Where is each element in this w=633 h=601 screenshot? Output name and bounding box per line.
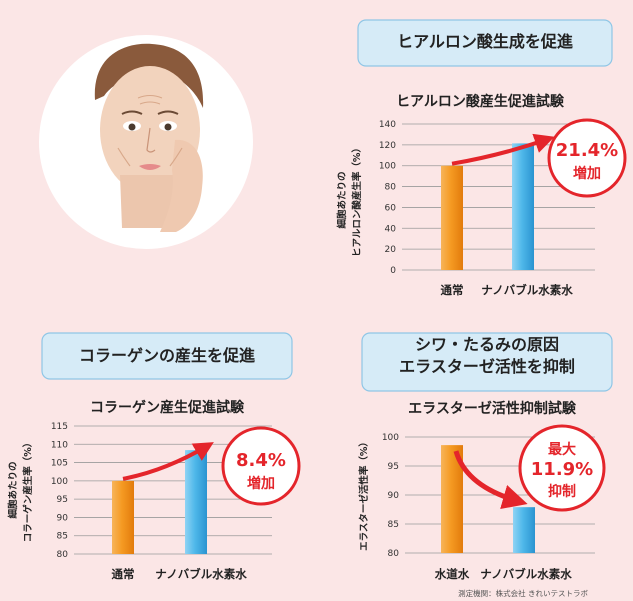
y-tick-label: 90 xyxy=(388,491,400,501)
y-tick-label: 115 xyxy=(51,422,68,432)
chart-hyaluronic: ヒアルロン酸産生促進試験 0 20 40 60 80 100 120 140 細胞あたりの ヒアルロ… xyxy=(336,93,595,297)
y-tick-label: 140 xyxy=(379,120,396,130)
increase-arrow xyxy=(451,133,555,166)
category-label: 通常 xyxy=(112,567,135,581)
svg-text:11.9%: 11.9% xyxy=(531,459,593,480)
header-line: シワ・たるみの原因 xyxy=(415,335,559,354)
y-tick-label: 80 xyxy=(57,550,69,560)
category-label: ナノバブル水素水 xyxy=(155,567,247,581)
header-top-right: ヒアルロン酸生成を促進 xyxy=(357,19,613,67)
y-axis-label: 細胞あたりの xyxy=(336,171,348,228)
y-tick-label: 95 xyxy=(57,495,68,505)
header-line: ヒアルロン酸生成を促進 xyxy=(397,32,573,51)
chart-title: コラーゲン産生促進試験 xyxy=(90,399,245,416)
chart-title: エラスターゼ活性抑制試験 xyxy=(408,400,577,417)
category-label: 水道水 xyxy=(435,567,470,581)
y-tick-label: 80 xyxy=(388,549,400,559)
y-axis-label: コラーゲン産生率（%） xyxy=(22,438,34,543)
chart-title: ヒアルロン酸産生促進試験 xyxy=(396,93,565,110)
y-tick-label: 100 xyxy=(382,433,399,443)
callout-hyaluronic: 21.4% 増加 xyxy=(547,118,627,198)
svg-text:最大: 最大 xyxy=(548,441,576,458)
svg-text:抑制: 抑制 xyxy=(548,483,576,500)
header-bottom-left: コラーゲンの産生を促進 xyxy=(41,332,293,380)
y-tick-label: 80 xyxy=(385,183,397,193)
y-tick-label: 95 xyxy=(388,462,399,472)
y-tick-label: 60 xyxy=(385,203,397,213)
svg-text:増加: 増加 xyxy=(247,475,275,492)
y-tick-label: 20 xyxy=(385,245,397,255)
category-label: ナノバブル水素水 xyxy=(480,567,572,581)
increase-arrow xyxy=(122,442,214,481)
category-label: 通常 xyxy=(441,283,464,297)
svg-text:増加: 増加 xyxy=(573,165,601,182)
bar xyxy=(112,480,134,554)
chart-elastase: エラスターゼ活性抑制試験 80 85 90 95 100 エラスターゼ活性率（%） 水道水 ナノ… xyxy=(358,400,595,581)
face-illustration xyxy=(39,35,253,249)
bar xyxy=(441,165,463,270)
category-label: ナノバブル水素水 xyxy=(481,283,573,297)
y-tick-label: 105 xyxy=(51,459,68,469)
y-tick-label: 85 xyxy=(388,520,399,530)
y-tick-label: 90 xyxy=(57,513,69,523)
chart-collagen: コラーゲン産生促進試験 80 85 90 95 100 105 110 115 細胞あたりの コラー… xyxy=(7,399,272,581)
y-tick-label: 100 xyxy=(379,162,396,172)
callout-elastase: 最大 11.9% 抑制 xyxy=(518,424,606,512)
header-bottom-right: シワ・たるみの原因エラスターゼ活性を抑制 xyxy=(361,332,613,392)
y-axis-label: 細胞あたりの xyxy=(7,461,19,518)
footnote: 測定機関：株式会社 きれいテストラボ xyxy=(458,588,588,598)
svg-text:ヒアルロン酸生成を促進: ヒアルロン酸生成を促進 xyxy=(397,32,573,51)
y-tick-label: 40 xyxy=(385,224,397,234)
y-tick-label: 85 xyxy=(57,532,68,542)
y-axis-label: ヒアルロン酸産生率（%） xyxy=(351,143,363,257)
svg-text:8.4%: 8.4% xyxy=(236,450,286,471)
bar xyxy=(185,450,207,554)
y-tick-label: 0 xyxy=(390,266,396,276)
callout-collagen: 8.4% 増加 xyxy=(221,426,301,506)
bar xyxy=(512,143,534,270)
decrease-arrow xyxy=(453,450,528,510)
y-tick-label: 100 xyxy=(51,477,68,487)
y-tick-label: 110 xyxy=(51,440,68,450)
y-tick-label: 120 xyxy=(379,141,396,151)
bar xyxy=(441,445,463,553)
svg-text:コラーゲンの産生を促進: コラーゲンの産生を促進 xyxy=(79,346,255,365)
y-axis-label: エラスターゼ活性率（%） xyxy=(358,437,370,551)
svg-text:シワ・たるみの原因エラスターゼ活性を抑制: シワ・たるみの原因エラスターゼ活性を抑制 xyxy=(399,335,575,376)
svg-text:21.4%: 21.4% xyxy=(556,140,618,161)
header-line: コラーゲンの産生を促進 xyxy=(79,346,255,365)
bar xyxy=(513,507,535,553)
header-line: エラスターゼ活性を抑制 xyxy=(399,357,575,376)
